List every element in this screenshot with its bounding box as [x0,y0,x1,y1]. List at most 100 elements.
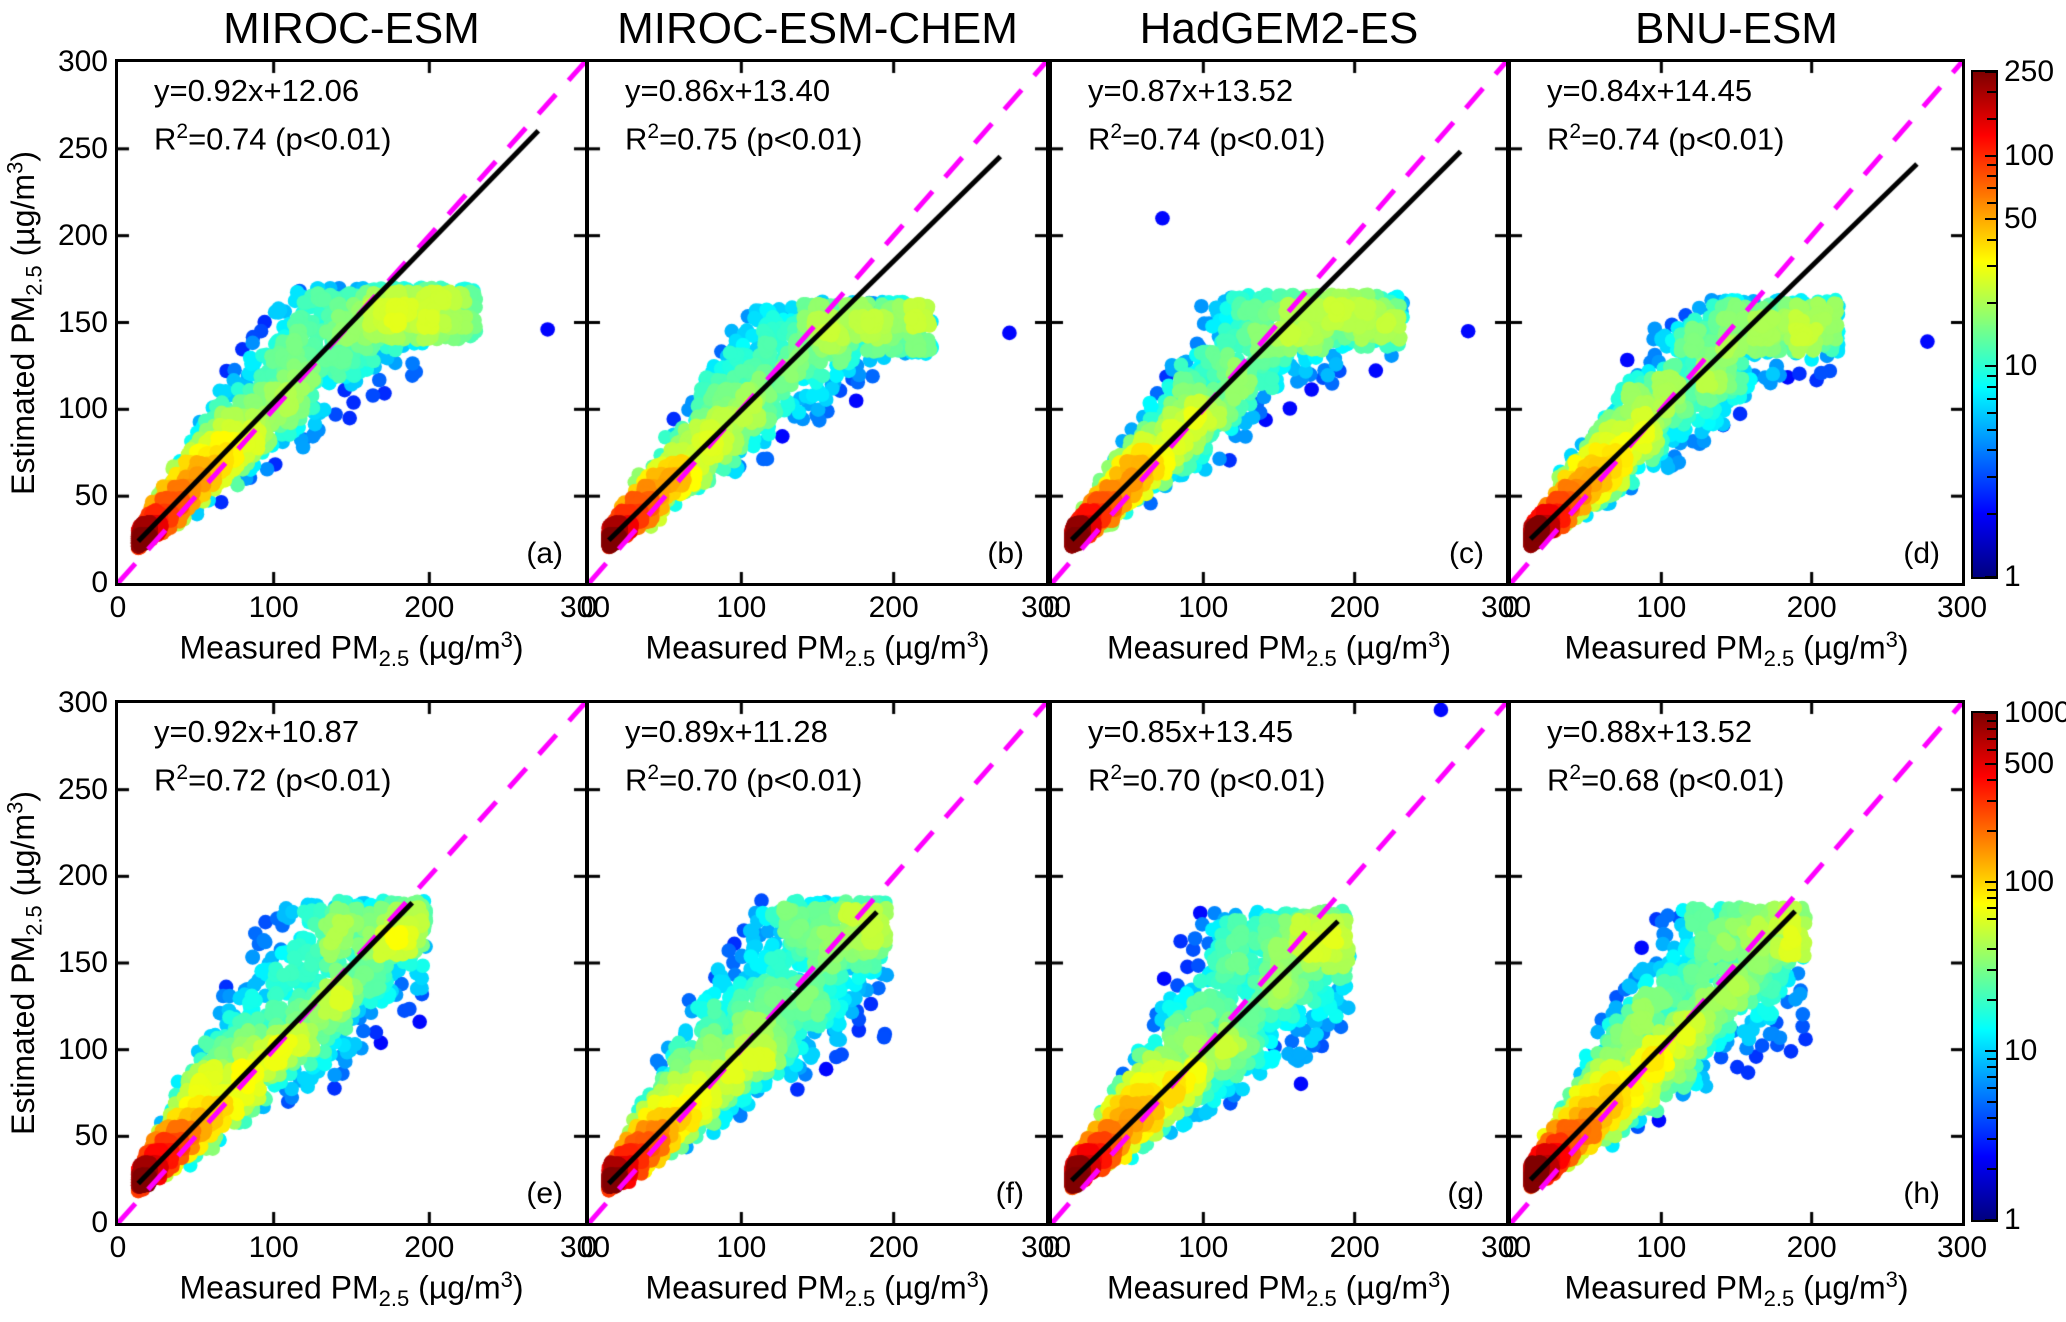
x-tick-label: 0 [1043,591,1061,624]
colorbar-major-tick [1985,71,1996,73]
scatter-panel-g: y=0.85x+13.45 R2=0.70 (p<0.01) (g) [1049,700,1509,1226]
y-tick-label: 300 [57,45,108,78]
x-tick-label: 200 [1329,1231,1380,1264]
colorbar-minor-tick [1987,412,1996,415]
x-axis-label: Measured PM2.5 (µg/m3) [179,1267,524,1312]
x-tick-label: 100 [1636,591,1687,624]
regression-annotation: y=0.86x+13.40 R2=0.75 (p<0.01) [625,70,862,159]
x-tick-label: 300 [559,591,611,624]
colorbar-minor-tick [1987,512,1996,515]
scatter-panel-e: y=0.92x+10.87 R2=0.72 (p<0.01) (e) [115,700,588,1226]
colorbar-tick-label: 100 [2004,865,2055,898]
regression-annotation: y=0.84x+14.45 R2=0.74 (p<0.01) [1547,70,1784,159]
x-axis-label: Measured PM2.5 (µg/m3) [1564,1267,1909,1312]
colorbar-tick-label: 500 [2004,746,2055,780]
colorbar-minor-tick [1987,187,1996,190]
scatter-canvas-c [1052,62,1506,583]
scatter-canvas-g [1052,703,1506,1223]
x-tick-label: 100 [716,591,767,624]
scatter-panel-c: y=0.87x+13.52 R2=0.74 (p<0.01) (c) [1049,59,1509,586]
x-tick-label: 200 [868,1231,919,1264]
y-tick-label: 100 [57,392,108,426]
column-title-hadgem2-es: HadGEM2-ES [1139,4,1419,53]
regression-equation: y=0.88x+13.52 [1547,714,1753,749]
colorbar-minor-tick [1987,1138,1996,1141]
colorbar-minor-tick [1987,264,1996,267]
colorbar-tick-label: 1 [2004,560,2021,593]
x-tick-label: 0 [109,1231,127,1264]
colorbar-minor-tick [1987,969,1996,972]
panel-letter: (h) [1903,1177,1940,1210]
column-title-miroc-esm-chem: MIROC-ESM-CHEM [617,4,1018,53]
r-squared-line: R2=0.74 (p<0.01) [154,120,392,157]
regression-equation: y=0.85x+13.45 [1088,714,1294,749]
colorbar-minor-tick [1987,918,1996,921]
colorbar-minor-tick [1987,91,1996,94]
column-title-miroc-esm: MIROC-ESM [223,4,480,53]
y-tick-label: 50 [74,1119,108,1153]
colorbar-tick-label: 10 [2004,349,2038,383]
colorbar-minor-tick [1987,164,1996,167]
colorbar-minor-tick [1987,428,1996,431]
colorbar-tick-label: 1 [2004,1203,2021,1236]
x-tick-label: 100 [1178,591,1229,624]
y-tick-label: 150 [57,305,108,339]
colorbar-minor-tick [1987,830,1996,833]
x-tick-label: 200 [404,1231,455,1264]
colorbar-minor-tick [1987,117,1996,120]
colorbar-minor-tick [1987,1066,1996,1069]
y-tick-label: 0 [91,1206,108,1239]
r-squared-line: R2=0.74 (p<0.01) [1088,120,1326,157]
x-axis-label: Measured PM2.5 (µg/m3) [645,627,990,672]
scatter-panel-d: y=0.84x+14.45 R2=0.74 (p<0.01) (d) [1508,59,1965,586]
colorbar-tick-label: 1000 [2004,696,2066,729]
colorbar-minor-tick [1987,1057,1996,1060]
y-tick-label: 300 [57,686,108,719]
y-tick-label: 100 [57,1032,108,1066]
colorbar-minor-tick [1987,1087,1996,1090]
y-tick-label: 50 [74,479,108,513]
regression-equation: y=0.92x+10.87 [154,714,360,749]
regression-equation: y=0.86x+13.40 [625,73,831,108]
colorbar-minor-tick [1987,907,1996,910]
x-tick-label: 0 [109,591,127,624]
panel-letter: (c) [1449,537,1484,570]
scatter-panel-a: y=0.92x+12.06 R2=0.74 (p<0.01) (a) [115,59,588,586]
x-axis-label: Measured PM2.5 (µg/m3) [1106,1267,1451,1312]
colorbar-minor-tick [1987,749,1996,752]
colorbar-minor-tick [1987,948,1996,951]
x-tick-label: 0 [1502,591,1520,624]
colorbar-gradient [1973,713,1996,1220]
regression-equation: y=0.84x+14.45 [1547,73,1753,108]
colorbar-major-tick [1985,576,1996,578]
y-tick-label: 250 [57,772,108,806]
y-axis-label: Estimated PM2.5 (µg/m3) [2,150,47,495]
colorbar-tick-label: 250 [2004,55,2055,88]
x-tick-label: 300 [1936,591,1988,624]
y-axis-label: Estimated PM2.5 (µg/m3) [2,791,47,1135]
colorbar-major-tick [1985,712,1996,714]
scatter-canvas-f [589,703,1046,1223]
scatter-panel-f: y=0.89x+11.28 R2=0.70 (p<0.01) (f) [586,700,1049,1226]
r-squared-line: R2=0.75 (p<0.01) [625,120,863,157]
panel-letter: (g) [1447,1177,1484,1210]
x-tick-label: 300 [1936,1231,1988,1264]
y-tick-label: 200 [57,218,108,252]
x-tick-label: 100 [716,1231,767,1264]
x-tick-label: 200 [1786,591,1837,624]
r-squared-line: R2=0.68 (p<0.01) [1547,761,1785,798]
x-tick-label: 100 [1178,1231,1229,1264]
x-tick-label: 0 [1043,1231,1061,1264]
colorbar-major-tick [1985,218,1996,221]
colorbar-minor-tick [1987,719,1996,722]
x-tick-label: 100 [248,1231,299,1264]
colorbar-minor-tick [1987,779,1996,782]
regression-annotation: y=0.92x+10.87 R2=0.72 (p<0.01) [154,711,391,800]
colorbar-major-tick [1985,762,1996,765]
colorbar-tick-label: 100 [2004,138,2055,172]
colorbar-major-tick [1985,881,1996,883]
panel-letter: (f) [995,1177,1024,1210]
scatter-canvas-h [1511,703,1962,1223]
x-tick-label: 200 [1329,591,1380,624]
colorbar-minor-tick [1987,385,1996,388]
